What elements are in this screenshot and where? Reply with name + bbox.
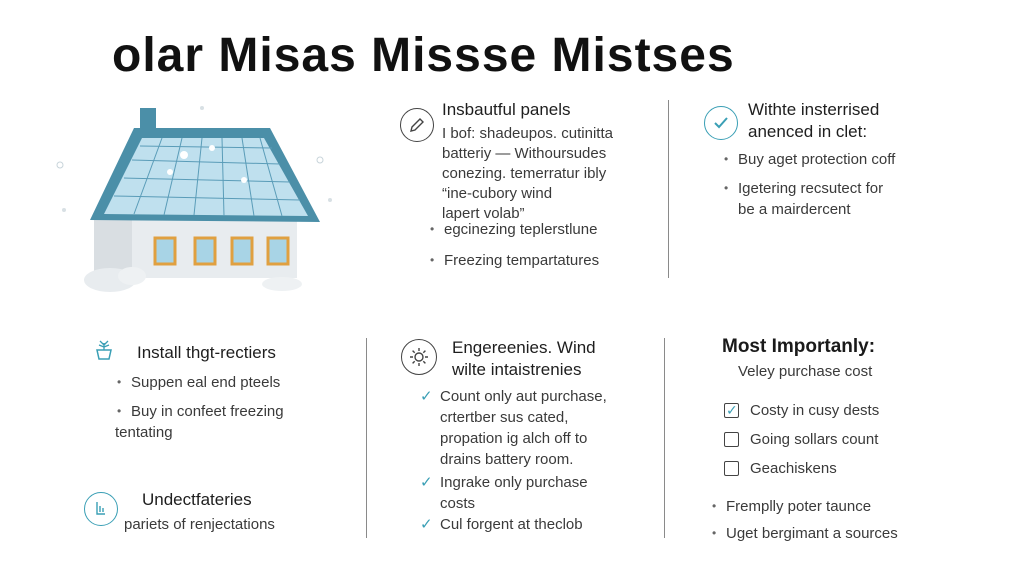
checkbox-item[interactable]: Costy in cusy dests [724,400,879,421]
checkbox-item[interactable]: Geachiskens [724,458,837,479]
gear-icon [401,339,437,375]
panel-c-heading: Install thgt-rectiers [137,343,276,362]
checkbox-label: Going sollars count [750,431,879,448]
checkmark-icon: ✓ [420,388,433,405]
hand-icon [84,492,118,526]
check-line: costs [440,495,476,512]
panel-f-subtext: Veley purchase cost [738,363,873,380]
list-item: egcinezing teplerstlune [428,219,597,240]
pen-icon [400,108,434,142]
panel-insbautful: Insbautful panels I bof: shadeupos. cuti… [442,100,613,224]
divider-bottom-right [664,338,665,538]
house-illustration [56,106,332,292]
check-item: ✓ Ingrake only purchase costs [420,472,588,514]
panel-a-line: conezing. temerratur ibly [442,165,607,182]
panel-a-line: “ine-cubory wind [442,185,553,202]
checkbox-item[interactable]: Going sollars count [724,429,878,450]
check-item: ✓ Count only aut purchase, crtertber sus… [420,386,607,470]
panel-a-line: batteriy — Withoursudes [442,145,607,162]
checkbox-checked[interactable] [724,400,739,421]
list-item: Freezing tempartatures [428,250,599,271]
panel-e-heading: wilte intaistrenies [452,360,582,379]
list-item: Buy aget protection coff [722,149,895,170]
panel-f-heading: Most Importanly: [722,336,876,357]
checkbox-unchecked[interactable] [724,461,739,476]
list-item: Suppen eal end pteels [115,372,280,393]
check-line: Count only aut purchase, [440,388,607,405]
check-line: Ingrake only purchase [440,474,588,491]
panel-d-heading: Undectfateries [142,490,252,509]
panel-d-subtext: pariets of renjectations [124,516,275,533]
check-circle-icon [704,106,738,140]
check-line: propation ig alch off to [440,430,588,447]
checkmark-icon: ✓ [420,474,433,491]
list-item: Buy in confeet freezing [115,401,284,422]
panel-a-line: I bof: shadeupos. cutinitta [442,125,613,142]
page-title: olar Misas Missse Mistses [112,29,735,82]
check-line: drains battery room. [440,451,574,468]
checkbox-label: Costy in cusy dests [750,402,880,419]
checkbox-label: Geachiskens [750,460,837,477]
panel-e-heading: Engereenies. Wind [452,338,596,357]
divider-top-mid [668,100,669,278]
list-item: Fremplly poter taunce [710,496,871,517]
list-item: Uget bergimant a sources [710,523,898,544]
list-item-continuation: be a mairdercent [738,201,851,218]
checkmark-icon: ✓ [420,516,433,533]
panel-a-heading: Insbautful panels [442,100,571,119]
panel-b-heading: Withte insterrised [748,100,880,119]
plant-icon [92,338,116,367]
check-line: crtertber sus cated, [440,409,569,426]
panel-withte: Withte insterrised anenced in clet: [748,100,879,142]
list-item-continuation: tentating [115,424,173,441]
panel-a-line: lapert volab” [442,205,525,222]
divider-bottom-left [366,338,367,538]
check-line: Cul forgent at theclob [440,516,583,533]
checkbox-unchecked[interactable] [724,432,739,447]
list-item: Igetering recsutect for [722,178,883,199]
check-item: ✓ Cul forgent at theclob [420,514,583,535]
panel-b-heading: anenced in clet: [748,122,868,141]
